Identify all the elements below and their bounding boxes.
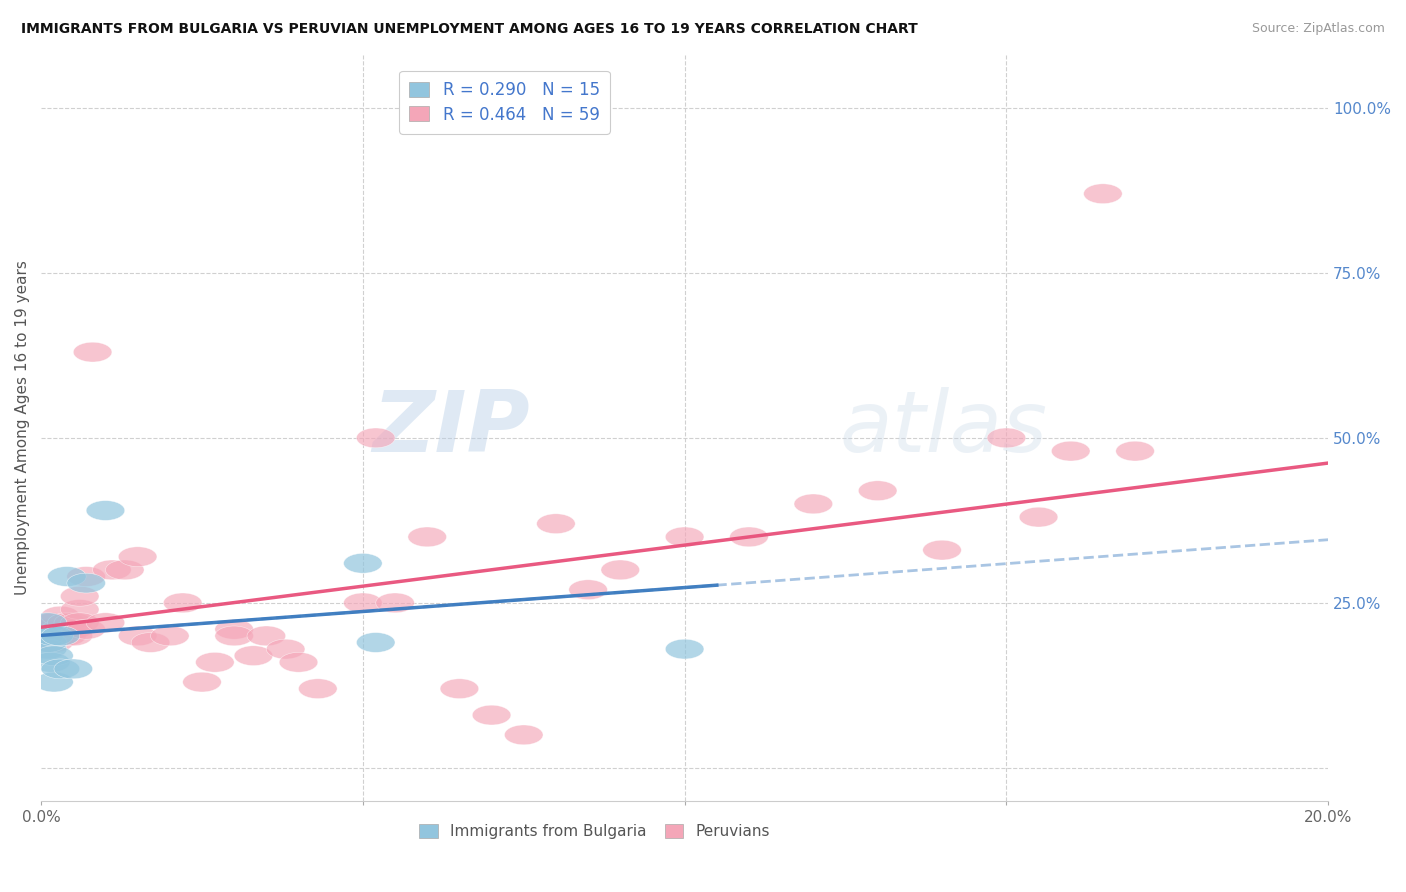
Text: Source: ZipAtlas.com: Source: ZipAtlas.com <box>1251 22 1385 36</box>
Ellipse shape <box>343 593 382 613</box>
Ellipse shape <box>266 640 305 659</box>
Ellipse shape <box>67 566 105 586</box>
Ellipse shape <box>48 613 86 632</box>
Ellipse shape <box>28 632 67 652</box>
Ellipse shape <box>375 593 415 613</box>
Text: IMMIGRANTS FROM BULGARIA VS PERUVIAN UNEMPLOYMENT AMONG AGES 16 TO 19 YEARS CORR: IMMIGRANTS FROM BULGARIA VS PERUVIAN UNE… <box>21 22 918 37</box>
Ellipse shape <box>922 541 962 560</box>
Ellipse shape <box>53 626 93 646</box>
Ellipse shape <box>28 619 67 640</box>
Ellipse shape <box>235 646 273 665</box>
Ellipse shape <box>53 659 93 679</box>
Text: atlas: atlas <box>839 386 1047 469</box>
Ellipse shape <box>41 659 80 679</box>
Ellipse shape <box>215 626 253 646</box>
Ellipse shape <box>25 619 63 640</box>
Ellipse shape <box>93 560 131 580</box>
Ellipse shape <box>31 652 70 673</box>
Ellipse shape <box>28 640 67 659</box>
Ellipse shape <box>67 574 105 593</box>
Ellipse shape <box>357 632 395 652</box>
Ellipse shape <box>183 673 221 692</box>
Ellipse shape <box>298 679 337 698</box>
Ellipse shape <box>31 626 70 646</box>
Ellipse shape <box>48 613 86 632</box>
Ellipse shape <box>859 481 897 500</box>
Ellipse shape <box>53 613 93 632</box>
Ellipse shape <box>408 527 447 547</box>
Ellipse shape <box>195 652 235 673</box>
Ellipse shape <box>35 632 73 652</box>
Ellipse shape <box>280 652 318 673</box>
Ellipse shape <box>118 547 157 566</box>
Ellipse shape <box>150 626 190 646</box>
Ellipse shape <box>987 428 1026 448</box>
Ellipse shape <box>35 613 73 632</box>
Ellipse shape <box>35 673 73 692</box>
Legend: Immigrants from Bulgaria, Peruvians: Immigrants from Bulgaria, Peruvians <box>413 818 776 846</box>
Ellipse shape <box>86 613 125 632</box>
Ellipse shape <box>163 593 202 613</box>
Ellipse shape <box>28 613 67 632</box>
Ellipse shape <box>60 613 98 632</box>
Ellipse shape <box>41 626 80 646</box>
Ellipse shape <box>48 626 86 646</box>
Ellipse shape <box>1019 508 1057 527</box>
Ellipse shape <box>41 626 80 646</box>
Text: ZIP: ZIP <box>373 386 530 469</box>
Ellipse shape <box>35 626 73 646</box>
Ellipse shape <box>67 619 105 640</box>
Ellipse shape <box>41 619 80 640</box>
Ellipse shape <box>357 428 395 448</box>
Ellipse shape <box>472 706 510 725</box>
Ellipse shape <box>1116 442 1154 461</box>
Ellipse shape <box>343 553 382 574</box>
Ellipse shape <box>537 514 575 533</box>
Ellipse shape <box>1084 184 1122 203</box>
Ellipse shape <box>73 343 112 362</box>
Ellipse shape <box>35 626 73 646</box>
Ellipse shape <box>48 566 86 586</box>
Ellipse shape <box>730 527 768 547</box>
Ellipse shape <box>600 560 640 580</box>
Ellipse shape <box>86 500 125 520</box>
Ellipse shape <box>247 626 285 646</box>
Ellipse shape <box>41 607 80 626</box>
Ellipse shape <box>665 640 704 659</box>
Ellipse shape <box>794 494 832 514</box>
Ellipse shape <box>35 646 73 665</box>
Y-axis label: Unemployment Among Ages 16 to 19 years: Unemployment Among Ages 16 to 19 years <box>15 260 30 596</box>
Ellipse shape <box>131 632 170 652</box>
Ellipse shape <box>60 586 98 607</box>
Ellipse shape <box>118 626 157 646</box>
Ellipse shape <box>505 725 543 745</box>
Ellipse shape <box>53 619 93 640</box>
Ellipse shape <box>215 619 253 640</box>
Ellipse shape <box>665 527 704 547</box>
Ellipse shape <box>440 679 478 698</box>
Ellipse shape <box>28 626 67 646</box>
Ellipse shape <box>60 599 98 619</box>
Ellipse shape <box>25 626 63 646</box>
Ellipse shape <box>1052 442 1090 461</box>
Ellipse shape <box>105 560 143 580</box>
Ellipse shape <box>569 580 607 599</box>
